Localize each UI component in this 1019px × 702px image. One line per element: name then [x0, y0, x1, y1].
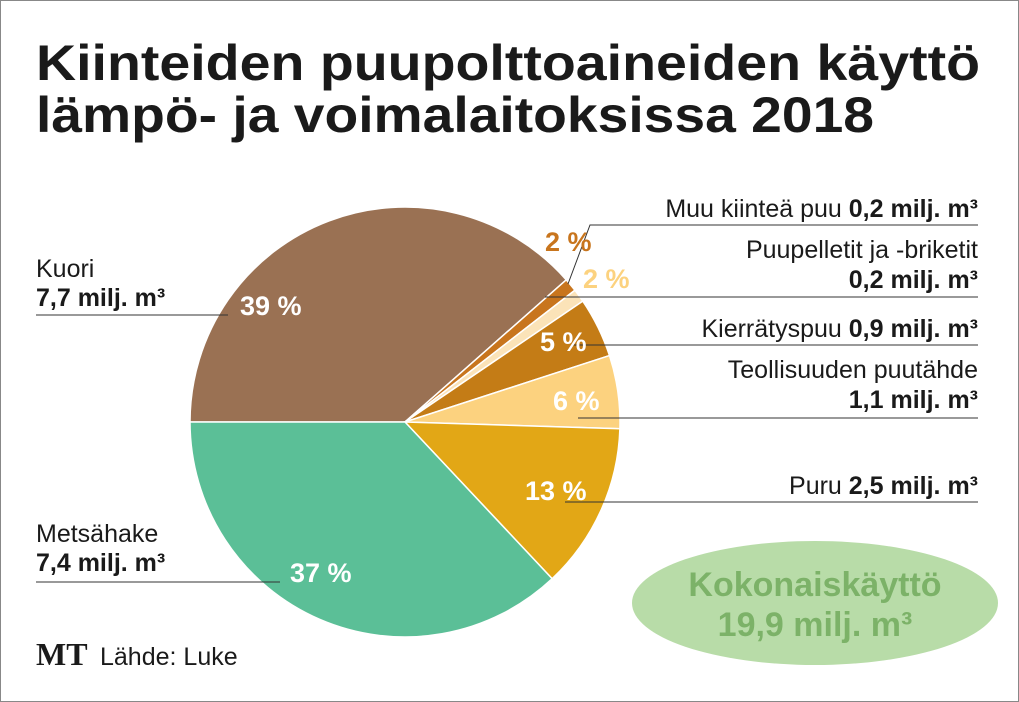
label-pelletit-name: Puupelletit ja -briketit	[746, 236, 978, 264]
label-metsahake-name: Metsähake	[36, 520, 158, 548]
title-line-2: lämpö- ja voimalaitoksissa 2018	[36, 87, 874, 143]
title-line-1: Kiinteiden puupolttoaineiden käyttö	[36, 35, 980, 91]
pie	[189, 206, 621, 638]
mt-logo: MT	[36, 636, 88, 672]
total-label: Kokonaiskäyttö	[688, 566, 941, 604]
source-text: Lähde: Luke	[100, 643, 238, 671]
label-metsahake-value: 7,4 milj. m³	[36, 549, 165, 577]
pct-puru: 13 %	[525, 476, 587, 506]
label-pelletit-value: 0,2 milj. m³	[849, 266, 978, 294]
label-kuori-name: Kuori	[36, 255, 94, 283]
pct-pelletit: 2 %	[583, 264, 630, 294]
leader-muu	[567, 224, 978, 285]
pie-slice-kuori	[189, 206, 568, 423]
label-muu: Muu kiinteä puu 0,2 milj. m³	[665, 195, 978, 223]
total-bubble	[632, 541, 998, 665]
label-teollisuus-value: 1,1 milj. m³	[849, 386, 978, 414]
label-teollisuus-name: Teollisuuden puutähde	[728, 356, 978, 384]
pie-slice-metsähake	[189, 421, 554, 638]
pct-kuori: 39 %	[240, 291, 302, 321]
pct-teollisuus: 6 %	[553, 386, 600, 416]
pct-metsahake: 37 %	[290, 558, 352, 588]
label-kuori-value: 7,7 milj. m³	[36, 284, 165, 312]
total-value: 19,9 milj. m³	[718, 606, 913, 644]
label-puru: Puru 2,5 milj. m³	[789, 472, 978, 500]
pct-kierratys: 5 %	[540, 327, 587, 357]
pie-slice-puru	[403, 421, 621, 580]
label-kierratys: Kierrätyspuu 0,9 milj. m³	[701, 315, 978, 343]
pct-muu: 2 %	[545, 227, 592, 257]
